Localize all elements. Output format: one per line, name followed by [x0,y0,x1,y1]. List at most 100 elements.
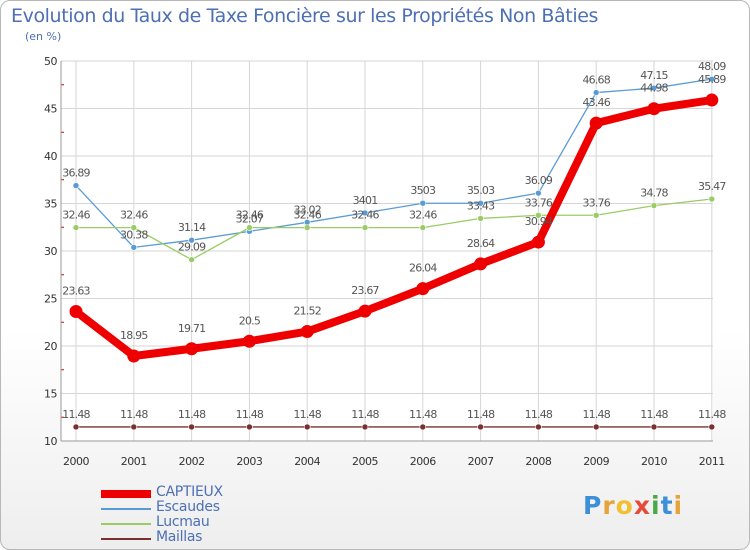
data-point-escaudes [72,182,80,189]
data-label-escaudes: 35.03 [467,184,495,197]
data-point-escaudes [535,189,542,197]
data-point-lucmau [419,224,427,231]
data-label-lucmau: 32.46 [62,209,90,222]
data-point-lucmau [188,256,195,263]
y-tick-label: 15 [44,388,57,401]
data-point-maillas [535,423,542,431]
logo-letter: P [583,491,603,520]
data-point-captieux [416,282,430,296]
data-point-captieux [531,235,545,249]
data-label-escaudes: 3401 [353,194,378,207]
data-point-maillas [477,423,484,431]
x-tick-label: 2008 [525,455,551,468]
data-label-lucmau: 32.46 [409,209,437,222]
logo-letter: i [651,491,661,520]
data-label-maillas: 11.48 [178,408,206,421]
legend-swatch [101,523,151,525]
data-label-escaudes: 36.89 [62,167,90,180]
data-label-lucmau: 34.78 [640,187,668,200]
data-label-captieux: 43.46 [582,96,610,109]
data-label-escaudes: 32.07 [236,212,264,225]
data-label-lucmau: 32.46 [120,209,148,222]
data-label-captieux: 45.89 [698,73,726,86]
data-point-maillas [130,423,138,431]
data-point-captieux [358,304,372,318]
legend-item-lucmau: Lucmau [101,514,301,531]
data-label-maillas: 11.48 [525,408,553,421]
data-point-maillas [592,423,600,431]
data-label-maillas: 11.48 [640,408,668,421]
legend-label: Escaudes [156,499,220,515]
data-point-maillas [708,423,716,431]
proxiti-logo: Proxiti [583,491,683,520]
data-point-captieux [300,325,314,339]
data-point-maillas [246,423,253,431]
x-tick-label: 2007 [468,455,494,468]
legend-swatch [101,508,151,510]
legend-swatch [101,490,151,498]
y-tick-label: 30 [44,245,57,258]
logo-letter: t [660,491,674,520]
data-point-maillas [72,423,80,431]
data-label-escaudes: 48.09 [698,60,726,73]
data-label-captieux: 21.52 [293,305,321,318]
data-label-maillas: 11.48 [698,408,726,421]
data-point-escaudes [477,199,484,207]
data-label-escaudes: 31.14 [178,221,206,234]
x-tick-label: 2010 [641,455,667,468]
x-tick-label: 2001 [121,455,147,468]
data-point-maillas [188,423,195,431]
data-label-escaudes: 30.38 [120,228,148,241]
y-tick-label: 35 [44,198,57,211]
data-label-captieux: 20.5 [239,314,261,327]
logo-letter: x [633,491,651,520]
series-line-captieux [72,96,716,360]
data-point-escaudes [130,244,138,251]
legend-label: Lucmau [156,514,210,530]
data-label-escaudes: 47.15 [640,69,668,82]
data-label-maillas: 11.48 [582,408,610,421]
data-point-escaudes [419,199,427,207]
data-point-maillas [303,423,311,431]
data-label-maillas: 11.48 [409,408,437,421]
data-point-maillas [419,423,427,431]
x-tick-label: 2006 [410,455,436,468]
chart-title: Evolution du Taux de Taxe Foncière sur l… [11,5,599,27]
data-label-captieux: 18.95 [120,329,148,342]
x-tick-label: 2002 [179,455,205,468]
data-label-escaudes: 36.09 [525,174,553,187]
y-tick-label: 10 [44,435,57,448]
data-label-captieux: 28.64 [467,237,495,250]
x-tick-label: 2003 [236,455,262,468]
legend-item-escaudes: Escaudes [101,499,301,516]
data-point-captieux [589,116,603,130]
data-point-captieux [705,93,719,107]
data-point-lucmau [246,224,253,231]
data-point-escaudes [361,209,369,217]
x-tick-label: 2005 [352,455,378,468]
logo-letter: r [602,491,616,520]
data-label-escaudes: 3503 [410,184,436,197]
data-label-lucmau: 33.76 [582,196,610,209]
data-point-lucmau [303,224,311,231]
data-label-captieux: 23.63 [62,285,90,298]
data-point-escaudes [650,84,658,92]
data-point-lucmau [477,215,484,222]
legend-swatch [101,538,151,540]
data-point-maillas [361,423,369,431]
x-tick-label: 2011 [699,455,725,468]
data-label-lucmau: 32.46 [293,209,321,222]
data-label-lucmau: 35.47 [698,180,726,193]
data-label-captieux: 19.71 [178,322,206,335]
data-label-maillas: 11.48 [293,408,321,421]
y-tick-label: 50 [44,55,57,68]
data-point-lucmau [535,211,542,219]
legend-item-captieux: CAPTIEUX [101,484,301,501]
y-tick-label: 40 [44,150,57,163]
y-tick-label: 45 [44,103,57,116]
data-point-escaudes [188,236,195,244]
data-point-lucmau [708,195,716,203]
data-label-captieux: 30.94 [525,215,553,228]
